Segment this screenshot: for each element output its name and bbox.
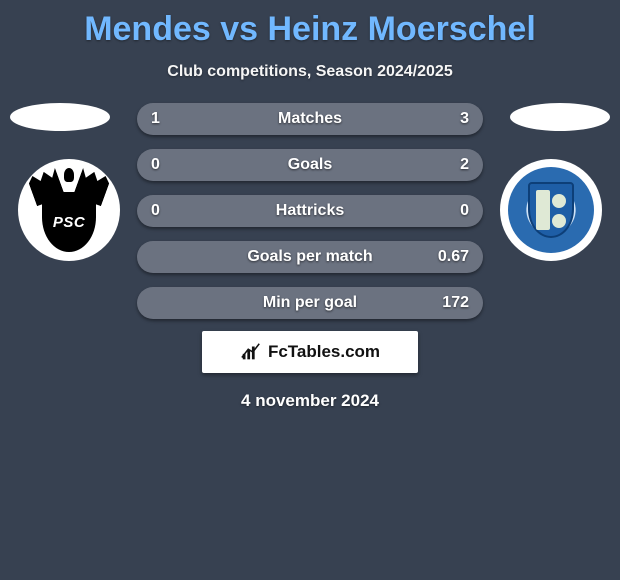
stat-right-value: 3 — [435, 110, 469, 128]
stat-right-value: 0.67 — [435, 248, 469, 266]
stat-label: Matches — [278, 110, 342, 128]
stats-rows: 1 Matches 3 0 Goals 2 0 Hattricks 0 Goal… — [137, 103, 483, 319]
stat-row: 0 Goals 2 — [137, 149, 483, 181]
brand-box: FcTables.com — [202, 331, 418, 373]
stat-label: Hattricks — [276, 202, 344, 220]
comparison-layout: PSC 1 Matches 3 0 Goals 2 0 Hattricks 0 … — [0, 103, 620, 411]
flag-right — [510, 103, 610, 131]
stat-right-value: 2 — [435, 156, 469, 174]
blue-crest-icon — [508, 167, 594, 253]
stat-label: Goals — [288, 156, 332, 174]
portimonense-crest-icon: PSC — [29, 164, 109, 256]
stat-row: Min per goal 172 — [137, 287, 483, 319]
stat-right-value: 172 — [435, 294, 469, 312]
page-title: Mendes vs Heinz Moerschel — [0, 0, 620, 49]
chart-bar-icon — [240, 341, 262, 363]
stat-left-value: 0 — [151, 156, 185, 174]
date-label: 4 november 2024 — [0, 391, 620, 411]
player-badge-left: PSC — [18, 159, 120, 261]
stat-label: Min per goal — [263, 294, 357, 312]
stat-left-value: 1 — [151, 110, 185, 128]
stat-row: 0 Hattricks 0 — [137, 195, 483, 227]
stat-row: Goals per match 0.67 — [137, 241, 483, 273]
stat-right-value: 0 — [435, 202, 469, 220]
stat-left-value: 0 — [151, 202, 185, 220]
subtitle: Club competitions, Season 2024/2025 — [0, 63, 620, 81]
flag-left — [10, 103, 110, 131]
player-badge-right — [500, 159, 602, 261]
brand-text: FcTables.com — [268, 342, 380, 362]
stat-row: 1 Matches 3 — [137, 103, 483, 135]
stat-label: Goals per match — [247, 248, 372, 266]
